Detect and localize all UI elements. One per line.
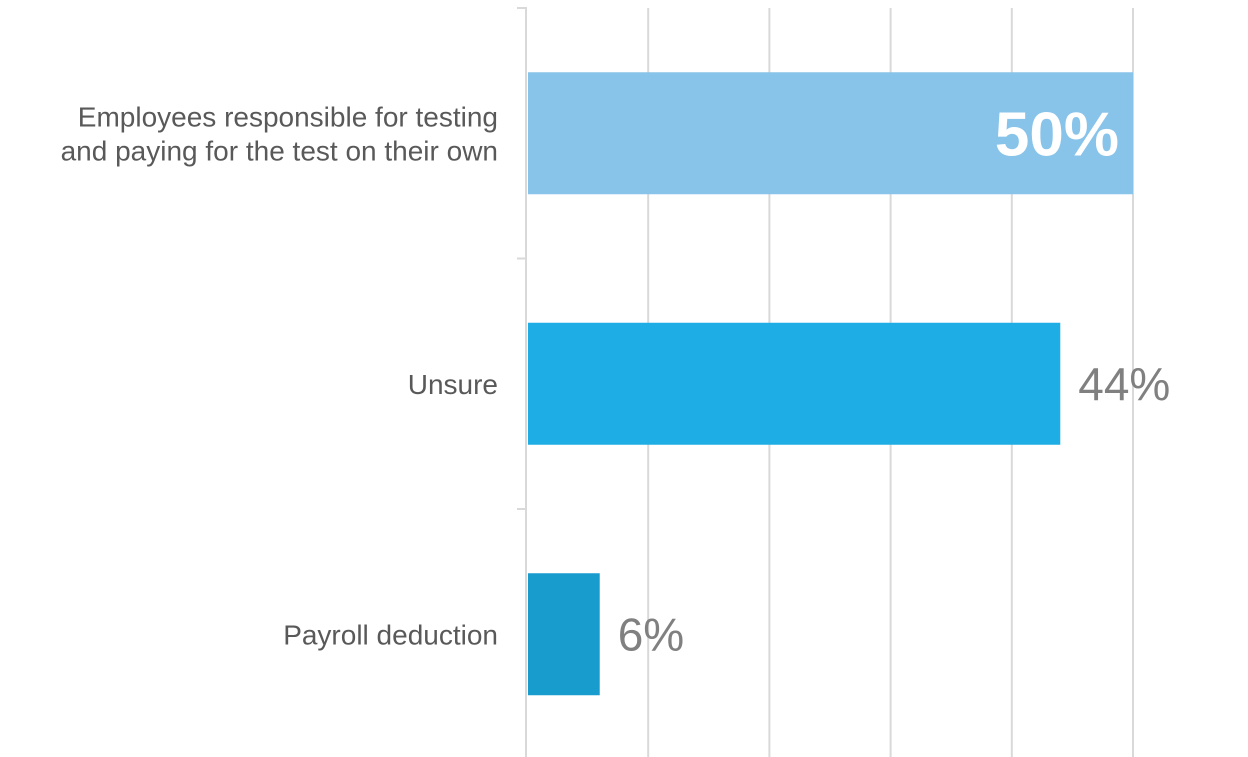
value-label: 6% [618, 608, 684, 660]
bar [528, 72, 1133, 195]
bar [528, 322, 1061, 445]
bar [528, 573, 600, 696]
value-label: 44% [1078, 358, 1170, 410]
value-labels: 50% 44% 6% [618, 100, 1171, 660]
category-label: Payroll deduction [283, 619, 498, 650]
category-label: Employees responsible for testing [78, 101, 498, 132]
category-label: Unsure [408, 369, 498, 400]
value-label: 50% [995, 100, 1119, 169]
bars [528, 72, 1133, 696]
category-axis [517, 7, 527, 757]
category-label: and paying for the test on their own [61, 135, 498, 166]
